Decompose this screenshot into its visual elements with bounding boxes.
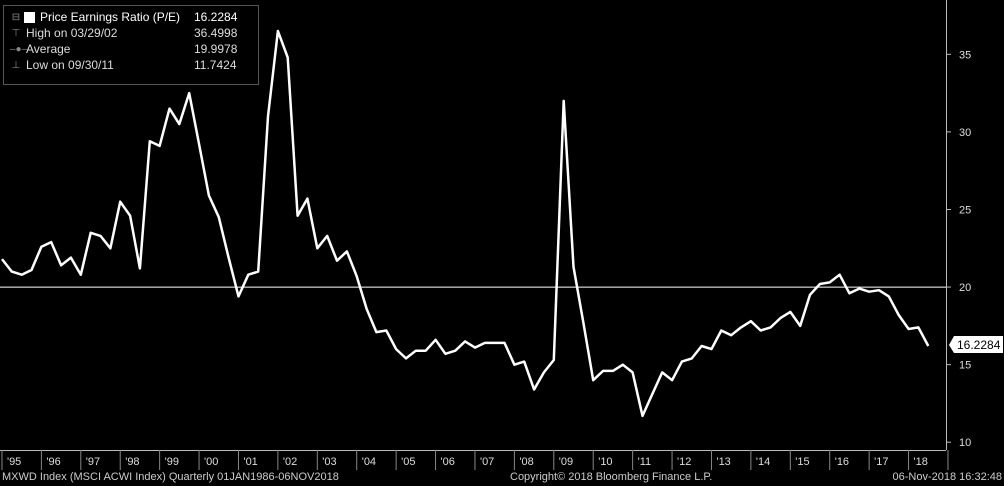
- legend-high-value: 36.4998: [194, 26, 238, 40]
- footer-bar: MXWD Index (MSCI ACWI Index) Quarterly 0…: [0, 470, 1004, 486]
- x-tick-label: '07: [480, 456, 494, 468]
- legend: ⊟ Price Earnings Ratio (P/E) 16.2284 ⊤ H…: [3, 5, 259, 85]
- series-swatch-icon: [24, 12, 35, 23]
- legend-low-label: Low on 09/30/11: [26, 58, 114, 72]
- x-tick-label: '06: [441, 456, 455, 468]
- average-marker-icon: –●–: [10, 44, 28, 55]
- y-tick-label: 35: [959, 49, 971, 61]
- x-tick-label: '05: [401, 456, 415, 468]
- x-tick-label: '96: [46, 456, 60, 468]
- x-tick-label: '99: [165, 456, 179, 468]
- high-marker-icon: ⊤: [11, 28, 21, 39]
- y-axis: 10 15 20 25 30 35: [946, 49, 971, 449]
- legend-series-value: 16.2284: [194, 10, 238, 24]
- legend-series-row[interactable]: ⊟ Price Earnings Ratio (P/E) 16.2284: [4, 10, 258, 25]
- legend-low-row: ⊥ Low on 09/30/11 11.7424: [4, 58, 258, 73]
- x-tick-label: '17: [874, 456, 888, 468]
- x-tick-label: '13: [716, 456, 730, 468]
- x-tick-label: '00: [204, 456, 218, 468]
- x-tick-label: '04: [362, 456, 376, 468]
- x-tick-label: '08: [519, 456, 533, 468]
- last-value-tag: 16.2284: [949, 336, 1003, 353]
- x-tick-label: '10: [598, 456, 612, 468]
- x-tick-label: '98: [125, 456, 139, 468]
- x-tick-label: '02: [283, 456, 297, 468]
- legend-average-value: 19.9978: [194, 42, 238, 56]
- x-tick-label: '95: [7, 456, 21, 468]
- y-tick-label: 25: [959, 204, 971, 216]
- low-marker-icon: ⊥: [11, 60, 21, 71]
- footer-index: MXWD Index (MSCI ACWI Index) Quarterly 0…: [2, 471, 339, 483]
- legend-average-row: –●– Average 19.9978: [4, 42, 258, 57]
- x-axis: '95 '96 '97 '98 '99 '00 '01 '02 '03 '04 '05 '06 '07 '…: [1, 450, 949, 470]
- collapse-icon[interactable]: ⊟: [11, 12, 21, 23]
- legend-high-row: ⊤ High on 03/29/02 36.4998: [4, 26, 258, 41]
- x-tick-label: '09: [559, 456, 573, 468]
- x-tick-label: '03: [322, 456, 336, 468]
- last-value-tag-shape: [949, 336, 1003, 353]
- y-tick-label: 20: [959, 282, 971, 294]
- footer-copyright: Copyright© 2018 Bloomberg Finance L.P.: [510, 471, 713, 483]
- x-tick-label: '14: [756, 456, 770, 468]
- axes: [0, 0, 947, 451]
- footer-timestamp: 06-Nov-2018 16:32:48: [892, 471, 1002, 483]
- y-tick-label: 30: [959, 127, 971, 139]
- last-value-tag-text: 16.2284: [957, 338, 1001, 352]
- y-tick-label: 10: [959, 437, 971, 449]
- x-tick-label: '01: [243, 456, 257, 468]
- legend-high-label: High on 03/29/02: [26, 26, 118, 40]
- series-layer: [1, 29, 930, 418]
- series-line-pe-ratio: [1, 29, 930, 418]
- legend-series-label: Price Earnings Ratio (P/E): [40, 10, 181, 24]
- x-tick-label: '12: [677, 456, 691, 468]
- legend-average-label: Average: [26, 42, 71, 56]
- x-tick-label: '97: [86, 456, 100, 468]
- x-tick-label: '18: [914, 456, 928, 468]
- x-tick-label: '11: [638, 456, 652, 468]
- y-tick-label: 15: [959, 360, 971, 372]
- x-tick-label: '16: [835, 456, 849, 468]
- x-tick-label: '15: [795, 456, 809, 468]
- legend-low-value: 11.7424: [194, 58, 237, 72]
